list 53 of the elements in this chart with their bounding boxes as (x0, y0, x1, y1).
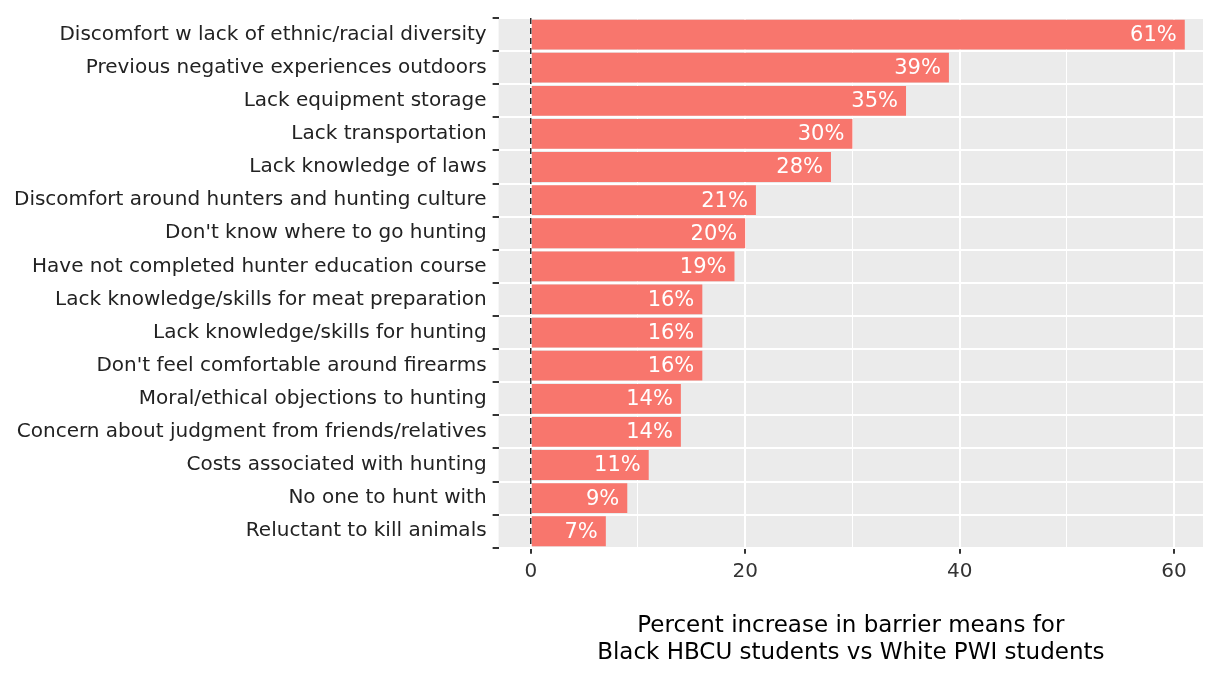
x-tick-label: 60 (1161, 558, 1187, 582)
bar (531, 85, 907, 116)
y-tick-label: Lack knowledge of laws (249, 153, 487, 178)
bar (531, 317, 703, 348)
y-tick-label: Don't feel comfortable around firearms (96, 351, 487, 376)
data-label: 21% (701, 187, 748, 212)
bar (531, 52, 949, 83)
bar (531, 450, 649, 480)
x-axis-title: Percent increase in barrier means for Black HBCU students vs White PWI students (597, 610, 1105, 665)
data-label: 30% (797, 121, 845, 146)
y-tick-label: Discomfort around hunters and hunting culture (13, 186, 487, 211)
bar (531, 218, 746, 249)
data-label: 16% (647, 353, 695, 378)
y-tick-label: Moral/ethical objections to hunting (138, 385, 487, 409)
bar (531, 152, 831, 182)
data-label: 16% (647, 286, 695, 311)
y-tick-label: Reluctant to kill animals (245, 517, 487, 542)
data-label: 28% (776, 154, 823, 179)
bar (531, 185, 756, 216)
data-label: 20% (690, 220, 738, 245)
y-tick-label: Costs associated with hunting (186, 451, 487, 476)
data-label: 19% (679, 253, 727, 278)
data-label: 61% (1130, 22, 1177, 47)
data-label: 14% (626, 419, 673, 444)
y-tick-label: Don't know where to go hunting (165, 219, 487, 244)
bar (531, 483, 628, 514)
y-tick-label: Lack transportation (291, 120, 487, 145)
data-label: 35% (851, 88, 899, 113)
data-label: 7% (564, 518, 598, 543)
bar (531, 516, 606, 547)
data-label: 14% (626, 386, 673, 411)
x-tick-label: 0 (524, 558, 538, 582)
y-tick-label: Previous negative experiences outdoors (85, 53, 487, 78)
y-tick-label: No one to hunt with (288, 484, 487, 509)
y-tick-label: Lack knowledge/skills for hunting (153, 318, 487, 343)
bar (531, 383, 681, 414)
bar (531, 350, 703, 381)
y-tick-label: Lack equipment storage (243, 86, 487, 111)
y-tick-label: Discomfort w lack of ethnic/racial diversity (59, 20, 487, 45)
data-label: 9% (585, 485, 620, 510)
bar (531, 118, 853, 149)
bar (531, 284, 703, 315)
x-tick-label: 40 (946, 558, 973, 582)
data-label: 11% (594, 452, 641, 477)
bar (531, 19, 1185, 50)
bar (531, 251, 735, 282)
y-tick-label: Have not completed hunter education course (32, 252, 487, 277)
data-label: 39% (894, 55, 941, 80)
y-tick-label: Concern about judgment from friends/relatives (16, 418, 487, 443)
x-tick-label: 20 (732, 558, 758, 582)
data-label: 16% (647, 320, 695, 345)
y-tick-label: Lack knowledge/skills for meat preparation (55, 285, 487, 310)
bar (531, 417, 681, 447)
